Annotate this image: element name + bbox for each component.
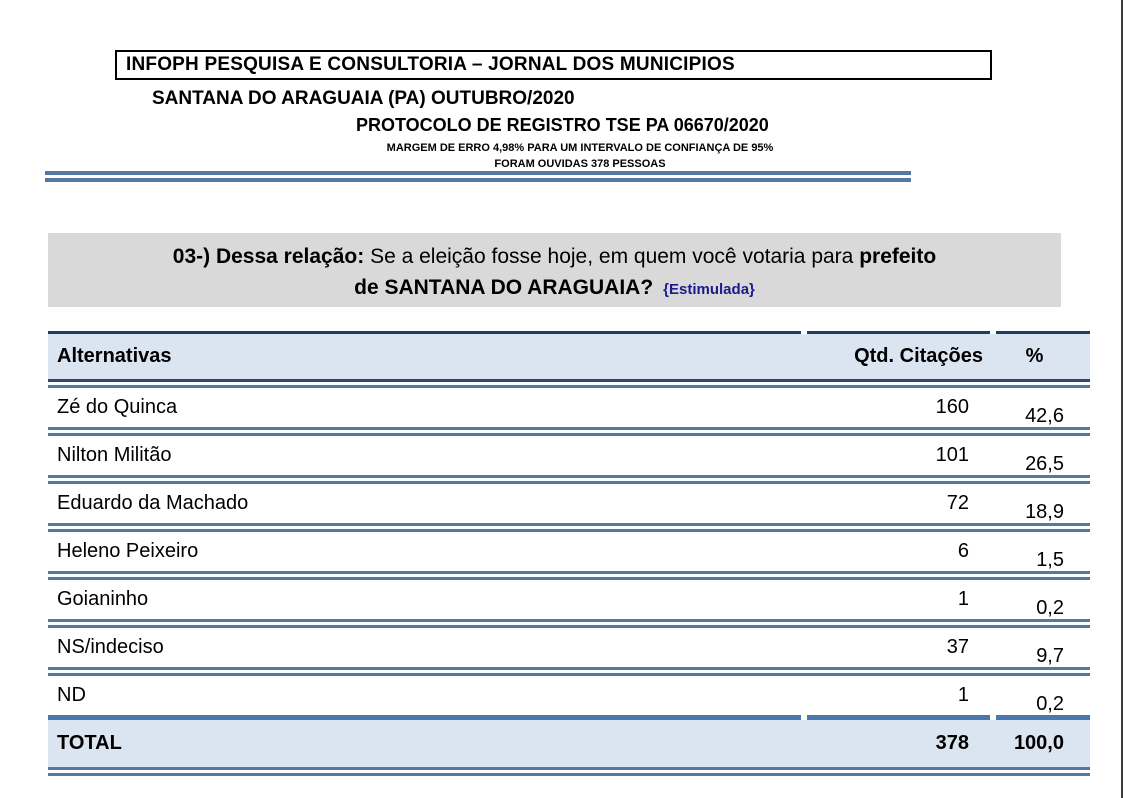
- row-divider: [48, 379, 1090, 388]
- table-row: Zé do Quinca 160 42,6: [48, 388, 1090, 427]
- page-edge-line: [1121, 0, 1123, 798]
- header-divider-rule: [45, 171, 911, 182]
- percent-value: 42,6: [1025, 405, 1064, 427]
- percent-value: 0,2: [1036, 693, 1064, 715]
- row-divider: [48, 427, 1090, 436]
- total-citations: 378: [935, 732, 969, 754]
- citations-value: 37: [946, 636, 969, 658]
- question-text: Se a eleição fosse hoje, em quem você vo…: [364, 245, 860, 268]
- citations-value: 1: [957, 588, 969, 610]
- citations-value: 72: [946, 492, 969, 514]
- table-row: Heleno Peixeiro 6 1,5: [48, 532, 1090, 571]
- column-header-qtd-citacoes: Qtd. Citações: [854, 345, 983, 367]
- candidate-name: ND: [57, 684, 86, 706]
- table-row: Eduardo da Machado 72 18,9: [48, 484, 1090, 523]
- column-header-percent: %: [1025, 345, 1044, 367]
- candidate-name: Zé do Quinca: [57, 396, 178, 418]
- results-table: Alternativas Qtd. Citações % Zé do Quinc…: [48, 331, 1090, 776]
- total-row: TOTAL 378 100,0: [48, 720, 1090, 767]
- table-row: NS/indeciso 37 9,7: [48, 628, 1090, 667]
- row-divider: [48, 667, 1090, 676]
- table-row: Goianinho 1 0,2: [48, 580, 1090, 619]
- table-top-border: [48, 331, 1090, 334]
- citations-value: 1: [957, 684, 969, 706]
- row-divider: [48, 523, 1090, 532]
- question-number: 03-) Dessa relação:: [172, 245, 365, 268]
- percent-value: 26,5: [1025, 453, 1064, 475]
- question-box: 03-) Dessa relação: Se a eleição fosse h…: [48, 233, 1061, 307]
- table-bottom-rule: [48, 767, 1090, 776]
- candidate-name: Eduardo da Machado: [57, 492, 249, 514]
- percent-value: 0,2: [1036, 597, 1064, 619]
- table-header-row: Alternativas Qtd. Citações %: [48, 334, 1090, 379]
- org-title: INFOPH PESQUISA E CONSULTORIA – JORNAL D…: [126, 54, 735, 75]
- margin-of-error-note: MARGEM DE ERRO 4,98% PARA UM INTERVALO D…: [386, 142, 774, 154]
- total-top-rule: [48, 715, 1090, 720]
- citations-value: 160: [935, 396, 969, 418]
- candidate-name: Nilton Militão: [57, 444, 172, 466]
- row-divider: [48, 571, 1090, 580]
- candidate-name: Goianinho: [57, 588, 149, 610]
- protocol-line: PROTOCOLO DE REGISTRO TSE PA 06670/2020: [356, 115, 769, 135]
- candidate-name: Heleno Peixeiro: [57, 540, 199, 562]
- table-row: ND 1 0,2: [48, 676, 1090, 715]
- citations-value: 6: [957, 540, 969, 562]
- question-emphasis-line2: de SANTANA DO ARAGUAIA?: [354, 276, 654, 299]
- sample-size-note: FORAM OUVIDAS 378 PESSOAS: [494, 158, 666, 170]
- percent-value: 9,7: [1036, 645, 1064, 667]
- org-title-box: INFOPH PESQUISA E CONSULTORIA – JORNAL D…: [115, 50, 992, 80]
- row-divider: [48, 475, 1090, 484]
- table-row: Nilton Militão 101 26,5: [48, 436, 1090, 475]
- location-subtitle: SANTANA DO ARAGUAIA (PA) OUTUBRO/2020: [152, 88, 575, 109]
- column-header-alternativas: Alternativas: [57, 345, 172, 367]
- row-divider: [48, 619, 1090, 628]
- citations-value: 101: [935, 444, 969, 466]
- percent-value: 1,5: [1036, 549, 1064, 571]
- total-label: TOTAL: [57, 732, 122, 754]
- candidate-name: NS/indeciso: [57, 636, 164, 658]
- percent-value: 18,9: [1025, 501, 1064, 523]
- total-percent: 100,0: [1013, 732, 1064, 754]
- stimulated-tag: {Estimulada}: [663, 281, 755, 298]
- question-emphasis-line1: prefeito: [859, 245, 937, 268]
